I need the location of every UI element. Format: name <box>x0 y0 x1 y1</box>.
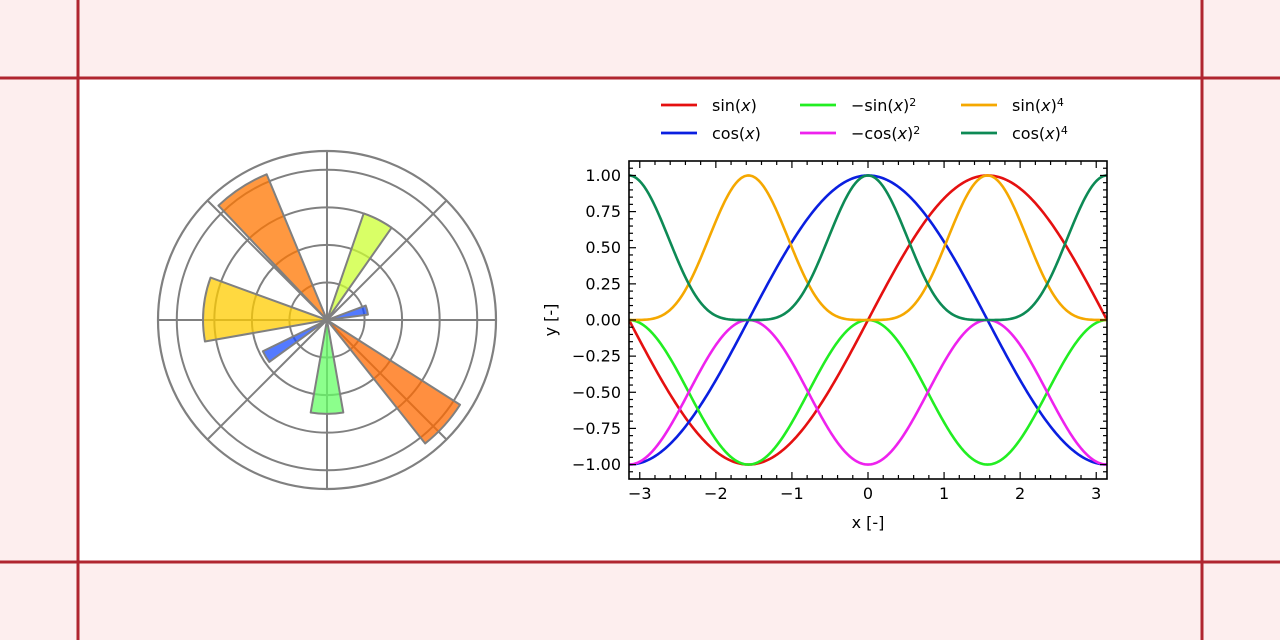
x-tick-label: 2 <box>1015 484 1025 503</box>
legend-label-part: cos( <box>712 124 745 143</box>
legend-label-part: ) <box>1055 124 1061 143</box>
polar-bar-3 <box>326 212 393 321</box>
legend-label-part: x <box>1044 124 1055 143</box>
polar-bars <box>202 173 462 445</box>
legend-label-part: ) <box>1051 96 1057 115</box>
legend-label-part: x <box>893 96 904 115</box>
polar-bar-2 <box>217 173 328 321</box>
polar-bar-4 <box>326 304 369 321</box>
y-axis-label: y [-] <box>541 304 560 337</box>
axis-ticks <box>629 161 1107 479</box>
trig-line-chart: −3 −2 −1 0 1 2 3 −1.00 −0.75 −0.50 −0.25 0.00 0.25 0.… <box>541 96 1108 532</box>
legend-label-part: ) <box>751 96 757 115</box>
legend-label: sin(x)4 <box>1012 96 1064 115</box>
x-tick-label: −3 <box>628 484 652 503</box>
polar-grid-spoke-225 <box>206 319 328 441</box>
legend-label-part: sin( <box>712 96 741 115</box>
polar-grid-spoke-45 <box>326 199 448 321</box>
polar-bar-5 <box>261 319 328 363</box>
polar-outer-spine <box>156 149 498 491</box>
x-tick-label: 0 <box>863 484 873 503</box>
tick-labels: −3 −2 −1 0 1 2 3 −1.00 −0.75 −0.50 −0.25 0.00 0.25 0.… <box>572 166 1101 503</box>
x-axis-label: x [-] <box>852 513 885 532</box>
series-line-cos4 <box>629 174 1107 322</box>
x-tick-label: 1 <box>939 484 949 503</box>
y-tick-label: −0.75 <box>572 419 621 438</box>
legend-item-sin4: sin(x)4 <box>961 96 1064 115</box>
legend-label: cos(x)4 <box>1012 124 1068 143</box>
polar-bar-1 <box>202 276 328 343</box>
legend-label-part: 4 <box>1061 124 1068 137</box>
y-tick-label: 0.25 <box>585 274 621 293</box>
legend-item-neg_cos2: −cos(x)2 <box>800 124 920 143</box>
legend-item-cos: cos(x) <box>661 124 761 143</box>
legend-label-part: x <box>897 124 908 143</box>
legend-item-neg_sin2: −sin(x)2 <box>800 96 916 115</box>
series-lines <box>629 174 1107 466</box>
x-tick-label: −2 <box>704 484 728 503</box>
legend-label-part: ) <box>903 96 909 115</box>
legend-label-part: 2 <box>909 96 916 109</box>
legend-label-part: cos( <box>1012 124 1045 143</box>
y-tick-label: −1.00 <box>572 455 621 474</box>
legend: sin(x)cos(x)−sin(x)2−cos(x)2sin(x)4cos(x… <box>661 96 1068 143</box>
y-tick-label: −0.25 <box>572 347 621 366</box>
polar-bar-6 <box>309 319 345 415</box>
y-tick-label: −0.50 <box>572 383 621 402</box>
legend-label: −cos(x)2 <box>851 124 920 143</box>
legend-label-part: −cos( <box>851 124 898 143</box>
x-tick-label: 3 <box>1091 484 1101 503</box>
legend-label-part: −sin( <box>851 96 894 115</box>
legend-label-part: x <box>744 124 755 143</box>
x-tick-label: −1 <box>780 484 804 503</box>
legend-label-part: sin( <box>1012 96 1041 115</box>
legend-label-part: ) <box>907 124 913 143</box>
legend-item-cos4: cos(x)4 <box>961 124 1068 143</box>
legend-label: cos(x) <box>712 124 761 143</box>
series-line-sin4 <box>629 174 1107 322</box>
legend-label-part: 2 <box>913 124 920 137</box>
y-tick-label: 0.50 <box>585 238 621 257</box>
polar-bar-chart <box>156 149 498 491</box>
legend-item-sin: sin(x) <box>661 96 757 115</box>
legend-label-part: 4 <box>1057 96 1064 109</box>
y-tick-label: 1.00 <box>585 166 621 185</box>
y-tick-label: 0.75 <box>585 202 621 221</box>
legend-label: sin(x) <box>712 96 757 115</box>
legend-label: −sin(x)2 <box>851 96 916 115</box>
series-line-neg_cos2 <box>629 318 1107 466</box>
legend-label-part: x <box>740 96 751 115</box>
y-tick-label: 0.00 <box>585 311 621 330</box>
legend-label-part: x <box>1040 96 1051 115</box>
legend-label-part: ) <box>755 124 761 143</box>
polar-bar-7 <box>326 319 462 445</box>
